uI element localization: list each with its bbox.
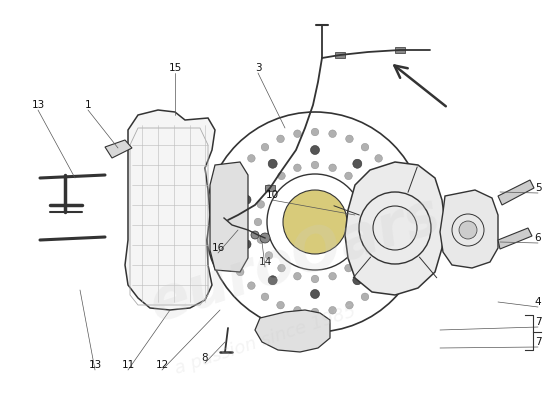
- Circle shape: [260, 233, 270, 243]
- Circle shape: [394, 184, 402, 191]
- Circle shape: [261, 143, 269, 151]
- Text: euroOars: euroOars: [142, 186, 448, 334]
- Circle shape: [248, 282, 255, 290]
- Circle shape: [386, 268, 394, 276]
- Circle shape: [277, 135, 284, 143]
- Circle shape: [221, 218, 229, 226]
- Circle shape: [365, 236, 373, 244]
- Circle shape: [345, 301, 353, 309]
- Circle shape: [311, 275, 319, 283]
- Circle shape: [345, 264, 353, 272]
- Circle shape: [257, 200, 265, 208]
- Circle shape: [228, 184, 235, 191]
- Text: 5: 5: [535, 183, 541, 193]
- Circle shape: [399, 236, 407, 243]
- Text: 3: 3: [255, 63, 261, 73]
- Circle shape: [265, 185, 273, 192]
- Circle shape: [265, 252, 273, 259]
- Circle shape: [251, 231, 259, 239]
- Polygon shape: [498, 180, 534, 205]
- Text: 15: 15: [168, 63, 182, 73]
- Text: 16: 16: [211, 243, 224, 253]
- Circle shape: [311, 128, 319, 136]
- Polygon shape: [125, 110, 215, 310]
- Circle shape: [329, 164, 337, 172]
- Circle shape: [375, 154, 382, 162]
- Circle shape: [329, 306, 337, 314]
- Text: 14: 14: [258, 257, 272, 267]
- Circle shape: [283, 190, 347, 254]
- Circle shape: [294, 272, 301, 280]
- Circle shape: [399, 201, 407, 208]
- Circle shape: [311, 161, 319, 169]
- Circle shape: [358, 185, 365, 192]
- Circle shape: [361, 143, 369, 151]
- Circle shape: [248, 154, 255, 162]
- Text: 1: 1: [85, 100, 91, 110]
- Circle shape: [294, 306, 301, 314]
- Circle shape: [261, 293, 269, 301]
- Text: 13: 13: [89, 360, 102, 370]
- Circle shape: [329, 130, 337, 138]
- Bar: [335, 52, 345, 58]
- Circle shape: [365, 200, 373, 208]
- Circle shape: [379, 195, 388, 204]
- Polygon shape: [255, 310, 330, 352]
- Circle shape: [242, 195, 251, 204]
- Text: 6: 6: [535, 233, 541, 243]
- Circle shape: [277, 301, 284, 309]
- Circle shape: [386, 168, 394, 176]
- Circle shape: [254, 218, 262, 226]
- Circle shape: [329, 272, 337, 280]
- Circle shape: [401, 218, 409, 226]
- Circle shape: [236, 268, 244, 276]
- Circle shape: [459, 221, 477, 239]
- Circle shape: [228, 253, 235, 260]
- Circle shape: [294, 164, 301, 172]
- Text: a passion since 1985: a passion since 1985: [172, 302, 358, 378]
- Circle shape: [278, 172, 285, 180]
- Circle shape: [353, 276, 362, 285]
- Circle shape: [242, 240, 251, 249]
- Polygon shape: [105, 140, 132, 158]
- Circle shape: [379, 240, 388, 249]
- Bar: [395, 47, 405, 53]
- Circle shape: [223, 236, 230, 243]
- Text: 13: 13: [31, 100, 45, 110]
- Polygon shape: [440, 190, 498, 268]
- Polygon shape: [345, 162, 445, 295]
- Text: 10: 10: [266, 190, 278, 200]
- Polygon shape: [210, 162, 248, 272]
- Circle shape: [294, 130, 301, 138]
- Circle shape: [345, 172, 353, 180]
- Text: 8: 8: [202, 353, 208, 363]
- Circle shape: [375, 282, 382, 290]
- Circle shape: [268, 276, 277, 285]
- Bar: [265, 185, 275, 191]
- Circle shape: [257, 236, 265, 244]
- Circle shape: [311, 308, 319, 316]
- Circle shape: [394, 253, 402, 260]
- Circle shape: [353, 159, 362, 168]
- Circle shape: [236, 168, 244, 176]
- Circle shape: [311, 146, 320, 154]
- Text: 12: 12: [155, 360, 169, 370]
- Text: 11: 11: [122, 360, 135, 370]
- Text: 7: 7: [535, 317, 541, 327]
- Text: 7: 7: [535, 337, 541, 347]
- Polygon shape: [498, 228, 532, 249]
- Circle shape: [368, 218, 376, 226]
- Circle shape: [361, 293, 369, 301]
- Circle shape: [345, 135, 353, 143]
- Text: 4: 4: [535, 297, 541, 307]
- Circle shape: [311, 290, 320, 298]
- Circle shape: [223, 201, 230, 208]
- Circle shape: [268, 159, 277, 168]
- Circle shape: [278, 264, 285, 272]
- Circle shape: [358, 252, 365, 259]
